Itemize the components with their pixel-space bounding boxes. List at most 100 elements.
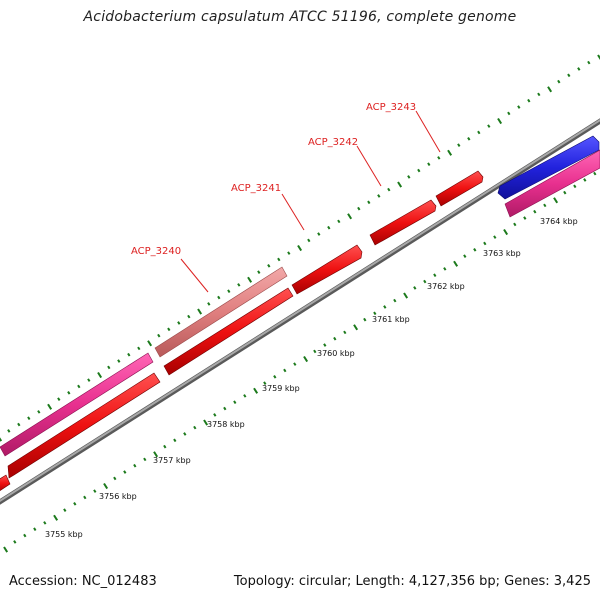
tick-major (547, 86, 553, 93)
tick-major (197, 308, 203, 315)
gene-label-acp-3242: ACP_3242 (308, 137, 358, 148)
tick-minor (377, 194, 381, 198)
scale-label: 3760 kbp (317, 349, 355, 358)
tick-minor (427, 162, 431, 167)
tick-minor (133, 463, 137, 468)
tick-minor (113, 476, 117, 481)
tick-minor (37, 410, 41, 414)
tick-minor (87, 378, 91, 382)
tick-major (397, 181, 403, 188)
tick-minor (123, 470, 127, 474)
tick-minor (43, 521, 47, 525)
tick-minor (163, 444, 167, 449)
tick-major (503, 228, 509, 236)
tick-minor (517, 105, 521, 109)
tick-minor (73, 502, 77, 506)
gene-blue-right[interactable] (497, 135, 600, 200)
tick-minor (363, 317, 367, 322)
tick-major (47, 403, 53, 410)
tick-minor (143, 457, 147, 462)
tick-minor (33, 527, 37, 532)
tick-minor (227, 289, 231, 294)
tick-minor (27, 416, 31, 421)
tick-major (97, 371, 103, 379)
gene-track (0, 135, 600, 492)
leader-line-acp-3242 (356, 145, 382, 187)
scale-label: 3755 kbp (45, 530, 83, 539)
genome-backbone (0, 118, 600, 505)
gene-red-far-left[interactable] (0, 474, 11, 492)
scale-label: 3758 kbp (207, 420, 245, 429)
gene-red-long[interactable] (163, 287, 294, 376)
tick-minor (183, 432, 187, 436)
tick-minor (17, 422, 21, 427)
tick-minor (13, 540, 17, 544)
tick-major (153, 451, 159, 458)
gene-red-left[interactable] (7, 372, 161, 479)
tick-minor (487, 124, 491, 128)
tick-major (347, 213, 353, 220)
tick-minor (343, 330, 347, 335)
tick-minor (63, 508, 67, 512)
tick-major (3, 546, 9, 553)
tick-minor (327, 225, 331, 230)
tick-row-lower (3, 171, 597, 553)
gene-pink-right[interactable] (504, 149, 600, 218)
accession-text: Accession: NC_012483 (9, 574, 157, 589)
tick-major (553, 197, 559, 204)
tick-minor (387, 187, 391, 192)
tick-minor (417, 168, 421, 173)
tick-major (253, 387, 259, 394)
scale-label: 3762 kbp (427, 282, 465, 291)
tick-minor (513, 222, 517, 227)
tick-minor (557, 79, 561, 84)
tick-minor (443, 267, 447, 271)
leader-line-acp-3240 (180, 258, 209, 293)
gene-pink-left[interactable] (0, 352, 154, 457)
gene-acp-3243[interactable] (435, 170, 484, 207)
tick-minor (463, 254, 467, 258)
genome-summary: Topology: circular; Length: 4,127,356 bp… (233, 574, 591, 589)
tick-major (497, 117, 503, 125)
tick-minor (393, 298, 397, 303)
tick-minor (117, 359, 121, 363)
tick-minor (243, 394, 247, 398)
tick-major (447, 149, 453, 156)
tick-minor (257, 270, 261, 274)
tick-minor (583, 178, 587, 182)
tick-major (453, 260, 459, 267)
tick-minor (127, 352, 131, 357)
tick-minor (537, 92, 541, 97)
tick-minor (267, 264, 271, 268)
tick-minor (193, 425, 197, 430)
tick-minor (223, 406, 227, 411)
tick-minor (523, 216, 527, 220)
tick-minor (457, 143, 461, 147)
gene-acp-3241[interactable] (291, 244, 363, 295)
gene-label-acp-3243: ACP_3243 (366, 102, 416, 113)
tick-minor (157, 333, 161, 338)
scale-label: 3763 kbp (483, 249, 521, 258)
scale-label: 3757 kbp (153, 456, 191, 465)
leader-line-acp-3243 (415, 110, 441, 153)
tick-major (0, 437, 3, 442)
tick-minor (357, 206, 361, 211)
gene-acp-3240[interactable] (154, 266, 288, 358)
tick-minor (577, 67, 581, 71)
tick-minor (543, 203, 547, 208)
tick-minor (317, 232, 321, 236)
tick-minor (367, 200, 371, 205)
gene-label-acp-3240: ACP_3240 (131, 246, 181, 257)
tick-minor (283, 368, 287, 373)
tick-minor (527, 98, 531, 103)
tick-major (103, 482, 109, 490)
gene-acp-3242[interactable] (369, 199, 437, 246)
tick-minor (437, 156, 441, 160)
tick-minor (473, 248, 477, 252)
tick-minor (77, 384, 81, 389)
tick-minor (333, 336, 337, 341)
tick-minor (187, 314, 191, 319)
tick-minor (563, 190, 567, 195)
tick-major (297, 244, 303, 252)
